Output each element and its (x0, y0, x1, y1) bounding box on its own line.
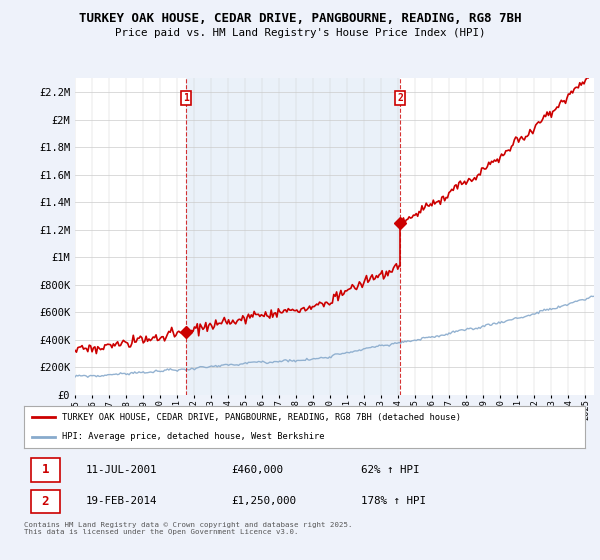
FancyBboxPatch shape (31, 489, 60, 514)
Text: 19-FEB-2014: 19-FEB-2014 (86, 497, 157, 506)
Text: TURKEY OAK HOUSE, CEDAR DRIVE, PANGBOURNE, READING, RG8 7BH (detached house): TURKEY OAK HOUSE, CEDAR DRIVE, PANGBOURN… (62, 413, 461, 422)
Text: 2: 2 (41, 495, 49, 508)
Text: Price paid vs. HM Land Registry's House Price Index (HPI): Price paid vs. HM Land Registry's House … (115, 28, 485, 38)
Text: 1: 1 (41, 463, 49, 476)
Text: 11-JUL-2001: 11-JUL-2001 (86, 465, 157, 475)
Text: HPI: Average price, detached house, West Berkshire: HPI: Average price, detached house, West… (62, 432, 325, 441)
Text: 178% ↑ HPI: 178% ↑ HPI (361, 497, 425, 506)
Text: £1,250,000: £1,250,000 (232, 497, 296, 506)
Text: TURKEY OAK HOUSE, CEDAR DRIVE, PANGBOURNE, READING, RG8 7BH: TURKEY OAK HOUSE, CEDAR DRIVE, PANGBOURN… (79, 12, 521, 25)
Text: Contains HM Land Registry data © Crown copyright and database right 2025.
This d: Contains HM Land Registry data © Crown c… (24, 522, 353, 535)
Bar (186, 78, 400, 395)
Text: 62% ↑ HPI: 62% ↑ HPI (361, 465, 419, 475)
Text: £460,000: £460,000 (232, 465, 284, 475)
Text: 2: 2 (397, 94, 403, 104)
FancyBboxPatch shape (31, 458, 60, 482)
Text: 1: 1 (183, 94, 189, 104)
